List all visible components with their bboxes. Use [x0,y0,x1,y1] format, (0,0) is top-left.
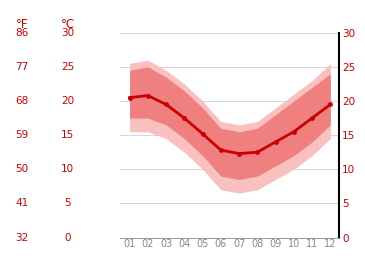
Text: °F: °F [16,18,28,31]
Text: 30: 30 [61,28,74,38]
Text: 15: 15 [61,130,74,140]
Text: 77: 77 [15,62,28,72]
Text: 68: 68 [15,96,28,106]
Text: 32: 32 [15,233,28,242]
Text: 0: 0 [64,233,71,242]
Text: 10: 10 [61,164,74,174]
Text: 25: 25 [61,62,74,72]
Text: 41: 41 [15,198,28,208]
Text: 86: 86 [15,28,28,38]
Text: 5: 5 [64,198,71,208]
Text: 50: 50 [15,164,28,174]
Text: 59: 59 [15,130,28,140]
Text: 20: 20 [61,96,74,106]
Text: °C: °C [61,18,74,31]
